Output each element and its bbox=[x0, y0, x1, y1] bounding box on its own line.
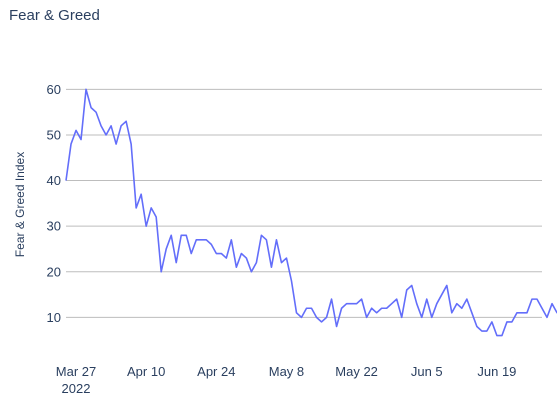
y-tick-label: 20 bbox=[47, 264, 61, 279]
x-tick-label: Apr 24 bbox=[197, 364, 235, 379]
y-axis-ticks: 10 20 30 40 50 60 bbox=[47, 82, 61, 325]
y-axis-title: Fear & Greed Index bbox=[13, 152, 27, 257]
x-tick-label: May 8 bbox=[269, 364, 304, 379]
x-axis-ticks: Mar 27 2022 Apr 10 Apr 24 May 8 May 22 Jun 5 Ju… bbox=[56, 364, 517, 396]
series-line bbox=[65, 88, 557, 337]
y-tick-label: 30 bbox=[47, 219, 61, 234]
x-tick-label: May 22 bbox=[335, 364, 378, 379]
chart-title: Fear & Greed bbox=[9, 7, 100, 24]
series-layer bbox=[65, 88, 557, 337]
y-tick-label: 60 bbox=[47, 82, 61, 97]
y-tick-label: 40 bbox=[47, 173, 61, 188]
y-tick-label: 10 bbox=[47, 310, 61, 325]
x-tick-label: Jun 5 bbox=[411, 364, 443, 379]
grid-lines bbox=[66, 88, 542, 318]
x-tick-label: Apr 10 bbox=[127, 364, 165, 379]
x-tick-label: Jun 19 bbox=[477, 364, 516, 379]
x-tick-sublabel: 2022 bbox=[62, 381, 91, 396]
x-tick-label: Mar 27 bbox=[56, 364, 96, 379]
y-tick-label: 50 bbox=[47, 127, 61, 142]
